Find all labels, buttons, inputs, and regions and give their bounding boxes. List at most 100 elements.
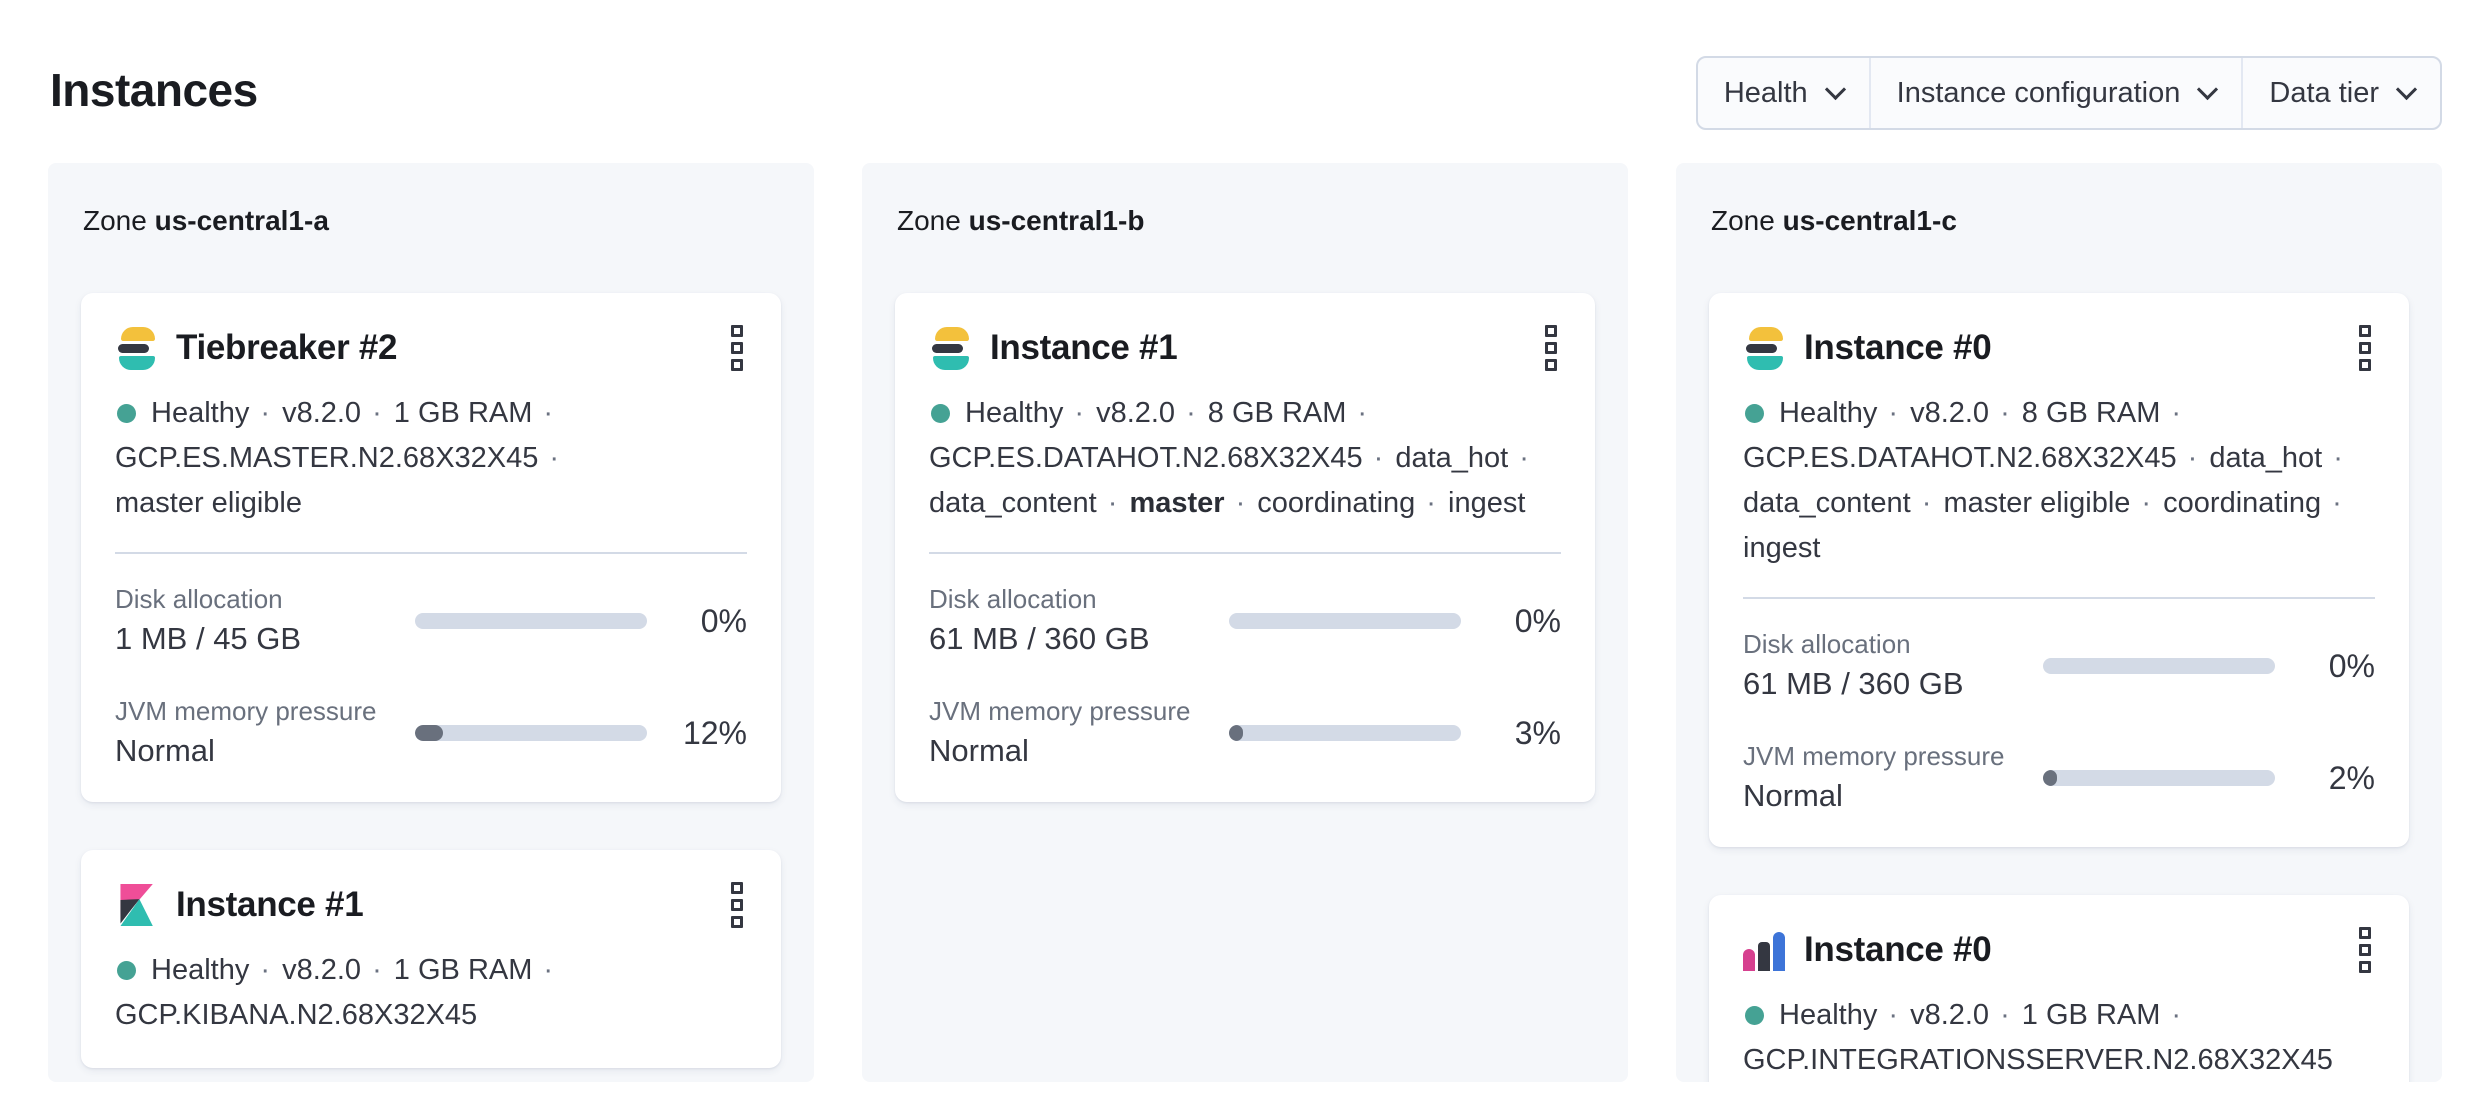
status-segment-text: Healthy <box>1779 999 1878 1031</box>
dot-separator: · <box>2171 999 2182 1031</box>
status-segment: ingest <box>1448 487 1525 519</box>
status-segment: master eligible <box>115 487 302 519</box>
status-segment: GCP.KIBANA.N2.68X32X45 <box>115 999 477 1031</box>
instance-menu-button[interactable] <box>729 880 745 930</box>
dot-separator: · <box>1357 397 1368 429</box>
status-segment: 8 GB RAM · <box>1208 397 1371 429</box>
zone-title-prefix: Zone <box>897 205 961 236</box>
filter-button-data-tier[interactable]: Data tier <box>2243 58 2440 128</box>
instance-status-line: Healthy · v8.2.0 · 1 GB RAM · GCP.ES.MASTER… <box>115 391 747 526</box>
progress-bar <box>2043 658 2275 674</box>
status-segment: coordinating · <box>1257 487 1440 519</box>
metric-value: Normal <box>929 733 1029 768</box>
dot-separator: · <box>372 397 382 429</box>
progress-bar <box>1229 725 1461 741</box>
status-segment-text: master <box>1129 487 1225 519</box>
progress-bar-fill <box>2043 770 2057 786</box>
dot-separator: · <box>1373 442 1384 474</box>
instance-card-title: Instance #1 <box>990 328 1178 367</box>
status-segment-text: v8.2.0 <box>1910 397 1990 429</box>
dot-separator: · <box>543 397 554 429</box>
status-segment: 1 GB RAM · <box>2022 999 2185 1031</box>
status-segment: ingest <box>1743 532 1820 564</box>
status-segment: Healthy · <box>965 397 1088 429</box>
dot-separator: · <box>1426 487 1436 519</box>
dot-separator: · <box>2187 442 2198 474</box>
zone-title-prefix: Zone <box>1711 205 1775 236</box>
status-segment-text: coordinating <box>2163 487 2322 519</box>
filter-button-label: Instance configuration <box>1896 76 2181 109</box>
topbar: Instances Health Instance configuration Da… <box>48 0 2442 163</box>
status-segment-text: data_content <box>1743 487 1911 519</box>
metric-label: Disk allocation <box>115 584 283 614</box>
metric-label: JVM memory pressure <box>929 696 1191 726</box>
status-segment: GCP.ES.DATAHOT.N2.68X32X45 · <box>1743 442 2201 474</box>
zone-name: us-central1-c <box>1782 205 1957 236</box>
metric-percent: 12% <box>682 714 747 751</box>
instance-menu-button[interactable] <box>729 323 745 373</box>
status-segment: v8.2.0 · <box>282 397 386 429</box>
filter-button-label: Data tier <box>2269 76 2379 109</box>
metric-percent: 0% <box>700 602 747 639</box>
dot-separator: · <box>1235 487 1246 519</box>
filter-button-instance-configuration[interactable]: Instance configuration <box>1871 58 2244 128</box>
elasticsearch-logo-icon <box>929 327 971 370</box>
health-dot-icon <box>117 960 136 980</box>
page-title: Instances <box>50 64 258 116</box>
instance-menu-button[interactable] <box>2357 925 2373 975</box>
dot-separator: · <box>2000 999 2010 1031</box>
instance-menu-button[interactable] <box>2357 323 2373 373</box>
status-segment: data_content · <box>1743 487 1935 519</box>
progress-bar-fill <box>1229 725 1243 741</box>
status-segment: master · <box>1129 487 1249 519</box>
metric-left: JVM memory pressure Normal <box>115 694 415 772</box>
card-divider <box>929 552 1561 554</box>
zone-panel-us-central1-a: Zone us-central1-a Tiebreaker #2 Healthy · … <box>48 163 814 1082</box>
status-segment-text: GCP.ES.DATAHOT.N2.68X32X45 <box>1743 442 2177 474</box>
card-header: Instance #0 <box>1743 323 2375 373</box>
metric-row: JVM memory pressure Normal 2% <box>1743 739 2375 817</box>
dot-separator: · <box>1888 999 1898 1031</box>
status-segment: Healthy · <box>1779 999 1902 1031</box>
status-segment: Healthy · <box>1779 397 1902 429</box>
metric-row: Disk allocation 61 MB / 360 GB 0% <box>1743 627 2375 705</box>
status-segment-text: GCP.KIBANA.N2.68X32X45 <box>115 999 478 1031</box>
instance-card-title: Instance #0 <box>1804 328 1992 367</box>
status-segment: coordinating · <box>2163 487 2346 519</box>
dot-separator: · <box>372 954 382 986</box>
health-dot-icon <box>931 403 950 423</box>
dot-separator: · <box>2171 397 2182 429</box>
instance-status-line: Healthy · v8.2.0 · 8 GB RAM · GCP.ES.DATAHO… <box>929 391 1561 526</box>
status-segment-text: Healthy <box>965 397 1064 429</box>
instance-status-line: Healthy · v8.2.0 · 1 GB RAM · GCP.KIBANA.N2… <box>115 948 747 1038</box>
status-segment: v8.2.0 · <box>282 954 386 986</box>
dot-separator: · <box>260 397 270 429</box>
status-segment-text: Healthy <box>151 397 250 429</box>
instance-card: Tiebreaker #2 Healthy · v8.2.0 · 1 GB RAM · … <box>81 293 781 802</box>
metric-row: Disk allocation 61 MB / 360 GB 0% <box>929 582 1561 660</box>
metric-left: Disk allocation 61 MB / 360 GB <box>929 582 1229 660</box>
filter-button-health[interactable]: Health <box>1698 58 1871 128</box>
status-segment-text: GCP.ES.DATAHOT.N2.68X32X45 <box>929 442 1363 474</box>
metric-label: Disk allocation <box>1743 629 1911 659</box>
zone-name: us-central1-a <box>154 205 329 236</box>
card-divider <box>115 552 747 554</box>
dot-separator: · <box>260 954 270 986</box>
elasticsearch-logo-icon <box>1743 327 1785 370</box>
status-segment: data_hot · <box>2209 442 2347 474</box>
metric-row: JVM memory pressure Normal 12% <box>115 694 747 772</box>
dot-separator: · <box>1519 442 1529 474</box>
zone-title: Zone us-central1-a <box>83 205 781 237</box>
health-dot-icon <box>1745 1005 1764 1025</box>
status-segment-text: coordinating <box>1257 487 1416 519</box>
dot-separator: · <box>543 954 554 986</box>
instance-status-line: Healthy · v8.2.0 · 1 GB RAM · GCP.INTEGRATI… <box>1743 993 2375 1082</box>
elasticsearch-logo-icon <box>115 327 157 370</box>
metric-value: Normal <box>115 733 215 768</box>
chevron-down-icon <box>2395 78 2418 100</box>
metric-percent: 0% <box>1514 602 1561 639</box>
status-segment-text: v8.2.0 <box>282 397 362 429</box>
instance-menu-button[interactable] <box>1543 323 1559 373</box>
dot-separator: · <box>1107 487 1118 519</box>
